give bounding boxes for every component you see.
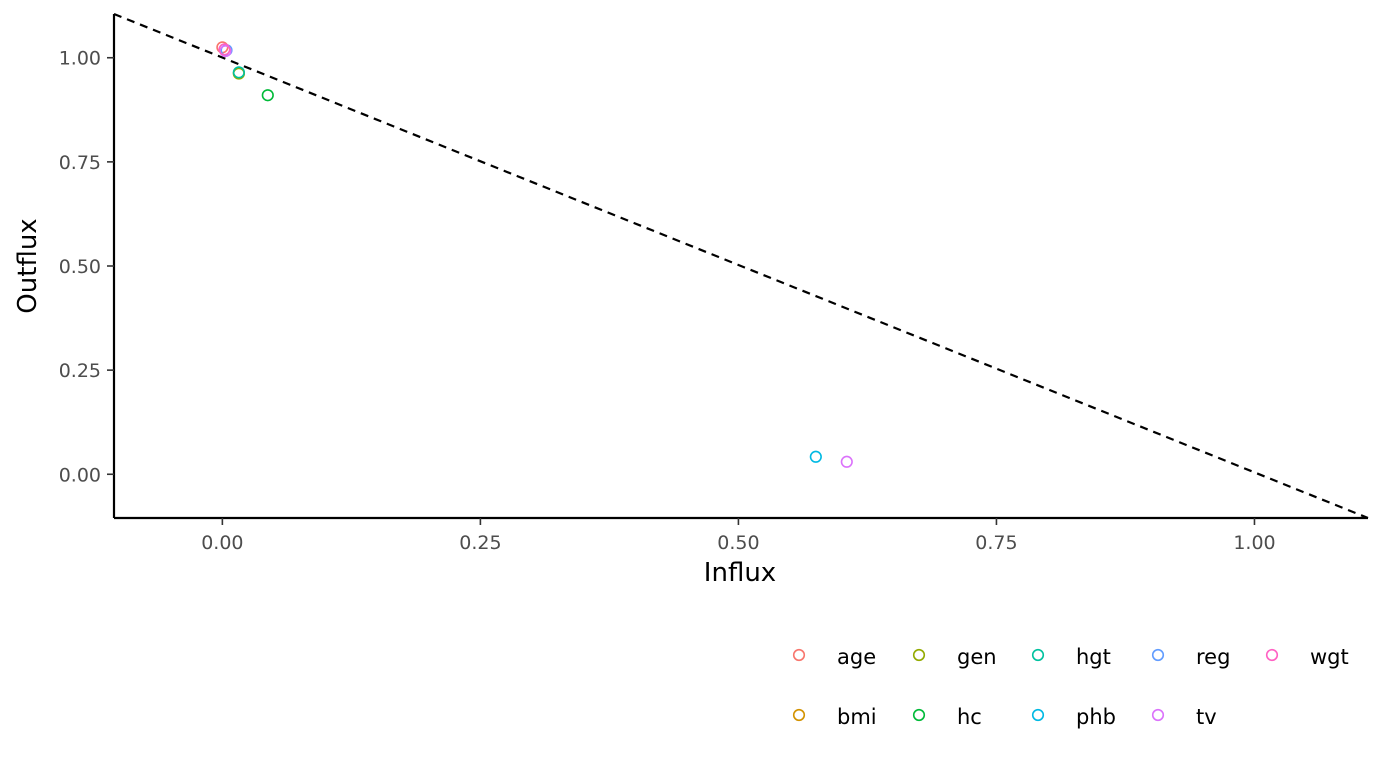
legend-item-tv: tv bbox=[1151, 705, 1217, 729]
legend-item-gen: gen bbox=[912, 645, 997, 669]
legend-key-gen bbox=[912, 648, 926, 662]
legend-key-hgt bbox=[1031, 648, 1045, 662]
legend-key-phb bbox=[1031, 708, 1045, 722]
x-tick-label: 0.75 bbox=[975, 532, 1017, 554]
legend-key-hc bbox=[912, 708, 926, 722]
data-point-wgt bbox=[218, 43, 231, 56]
legend-key-reg bbox=[1151, 648, 1165, 662]
legend-item-wgt: wgt bbox=[1265, 645, 1349, 669]
legend-item-hc: hc bbox=[912, 705, 982, 729]
reference-line-layer bbox=[113, 12, 1369, 520]
y-tick-label: 1.00 bbox=[59, 48, 101, 70]
legend-item-bmi: bmi bbox=[792, 705, 877, 729]
legend-item-hgt: hgt bbox=[1031, 645, 1111, 669]
x-tick-label: 0.00 bbox=[201, 532, 243, 554]
x-tick-label: 1.00 bbox=[1233, 532, 1275, 554]
x-axis-ticks: 0.00 0.25 0.50 0.75 1.00 bbox=[201, 518, 1276, 554]
legend-item-phb: phb bbox=[1031, 705, 1116, 729]
x-tick-label: 0.25 bbox=[459, 532, 501, 554]
legend-label: reg bbox=[1196, 645, 1230, 669]
y-axis-title: Outflux bbox=[13, 218, 43, 313]
legend-label: bmi bbox=[837, 705, 877, 729]
legend-label: wgt bbox=[1310, 645, 1349, 669]
legend-key-tv bbox=[1151, 708, 1165, 722]
y-tick-label: 0.00 bbox=[59, 464, 101, 486]
legend-key-bmi bbox=[792, 708, 806, 722]
legend-label: hgt bbox=[1076, 645, 1111, 669]
legend: age bmi gen hc hgt phb reg tv wgt bbox=[792, 645, 1349, 729]
y-tick-label: 0.75 bbox=[59, 152, 101, 174]
x-tick-label: 0.50 bbox=[717, 532, 759, 554]
data-point-hc bbox=[261, 89, 274, 102]
legend-label: tv bbox=[1196, 705, 1217, 729]
legend-label: gen bbox=[957, 645, 997, 669]
legend-item-age: age bbox=[792, 645, 876, 669]
legend-item-reg: reg bbox=[1151, 645, 1230, 669]
y-tick-label: 0.50 bbox=[59, 256, 101, 278]
legend-label: phb bbox=[1076, 705, 1116, 729]
data-point-tv bbox=[840, 455, 853, 468]
x-axis-title: Influx bbox=[704, 558, 776, 588]
legend-key-age bbox=[792, 648, 806, 662]
y-axis-ticks: 0.00 0.25 0.50 0.75 1.00 bbox=[59, 48, 114, 486]
reference-dashed-line bbox=[113, 12, 1369, 520]
y-tick-label: 0.25 bbox=[59, 360, 101, 382]
data-point-phb bbox=[809, 450, 822, 463]
legend-label: age bbox=[837, 645, 876, 669]
legend-key-wgt bbox=[1265, 648, 1279, 662]
legend-label: hc bbox=[957, 705, 982, 729]
data-point-hgt bbox=[232, 66, 245, 79]
data-points bbox=[216, 41, 853, 468]
